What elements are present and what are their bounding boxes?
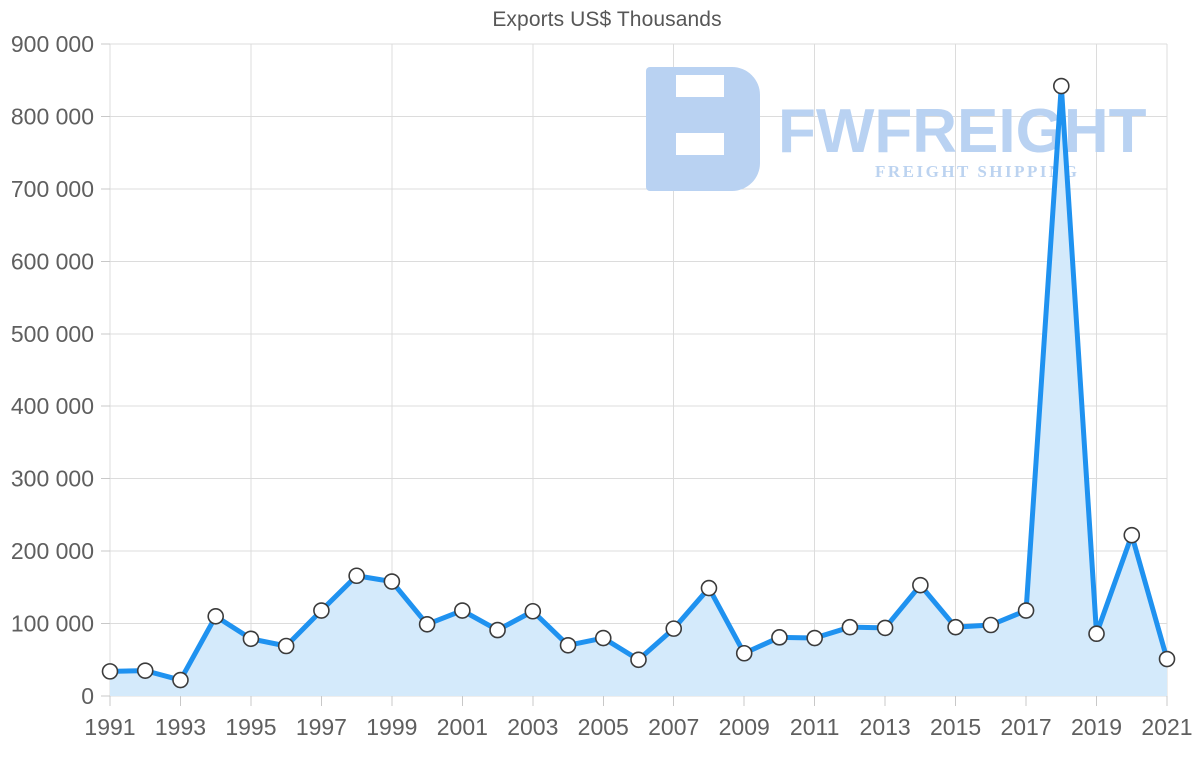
y-axis-tickmarks (101, 43, 110, 697)
data-point-2000[interactable] (418, 615, 436, 633)
x-axis-label: 2021 (1141, 714, 1192, 740)
y-axis-label: 900 000 (11, 31, 94, 57)
y-axis-label: 400 000 (11, 393, 94, 419)
data-point-2004[interactable] (559, 636, 577, 654)
watermark-tagline: FREIGHT SHIPPING (875, 162, 1080, 181)
x-axis-label: 1991 (84, 714, 135, 740)
data-point-1995[interactable] (242, 630, 260, 648)
y-axis-label: 200 000 (11, 538, 94, 564)
data-point-2007[interactable] (665, 620, 683, 637)
data-point-1994[interactable] (207, 608, 224, 625)
x-axis-label: 2019 (1071, 714, 1122, 740)
fwfreight-watermark: FWFREIGHT FREIGHT SHIPPING (646, 67, 1147, 191)
x-axis-label: 2005 (578, 714, 629, 740)
data-point-2010[interactable] (771, 629, 788, 646)
x-axis-label: 2013 (860, 714, 911, 740)
data-point-2012[interactable] (841, 618, 859, 636)
data-point-2020[interactable] (1123, 526, 1141, 544)
x-axis-label: 2003 (507, 714, 558, 740)
data-point-2013[interactable] (876, 619, 894, 637)
y-axis-label: 600 000 (11, 248, 94, 274)
data-point-1993[interactable] (172, 671, 189, 689)
x-axis-label: 1995 (225, 714, 276, 740)
y-axis-label: 0 (81, 683, 94, 709)
data-point-1999[interactable] (383, 573, 401, 590)
data-point-2003[interactable] (524, 602, 542, 620)
y-axis-label: 500 000 (11, 321, 94, 347)
y-axis-label: 700 000 (11, 176, 94, 202)
exports-area-fill (110, 86, 1167, 696)
data-point-2021[interactable] (1158, 650, 1176, 668)
exports-data-points (101, 77, 1176, 689)
x-axis-label: 2011 (790, 714, 839, 740)
watermark-brand: FWFREIGHT (778, 97, 1147, 166)
y-axis-label: 100 000 (11, 611, 94, 637)
data-point-2009[interactable] (735, 644, 753, 662)
x-axis-label: 2017 (1000, 714, 1051, 740)
chart-title: Exports US$ Thousands (492, 8, 722, 31)
x-axis-label: 2015 (930, 714, 981, 740)
data-point-1991[interactable] (101, 663, 119, 680)
x-axis-label: 1999 (366, 714, 417, 740)
x-axis-labels: 1991 1993 1995 1997 1999 2001 2003 2005 2007 2009… (84, 714, 1192, 740)
data-point-1996[interactable] (277, 637, 295, 655)
data-point-2019[interactable] (1088, 625, 1105, 643)
x-axis-label: 1997 (296, 714, 347, 740)
x-axis-label: 2009 (719, 714, 770, 740)
data-point-1997[interactable] (313, 602, 330, 619)
data-point-2018[interactable] (1053, 77, 1070, 95)
data-point-2001[interactable] (454, 602, 471, 619)
data-point-2015[interactable] (947, 618, 964, 636)
y-axis-labels: 0 100 000 200 000 300 000 400 000 500 000 600 … (11, 31, 94, 709)
data-point-2014[interactable] (912, 576, 929, 594)
fwfreight-logo-icon (646, 67, 760, 191)
x-axis-label: 2007 (648, 714, 699, 740)
data-point-2002[interactable] (489, 621, 506, 639)
data-point-2008[interactable] (700, 579, 718, 597)
x-axis-label: 1993 (155, 714, 206, 740)
data-point-1992[interactable] (136, 662, 154, 679)
data-point-2017[interactable] (1017, 602, 1035, 619)
y-axis-label: 800 000 (11, 103, 94, 129)
data-point-1998[interactable] (348, 567, 365, 585)
y-axis-label: 300 000 (11, 466, 94, 492)
x-axis-label: 2001 (437, 714, 488, 740)
x-axis-tickmarks (109, 696, 1168, 706)
data-point-2011[interactable] (806, 629, 823, 647)
data-point-2005[interactable] (594, 629, 612, 647)
data-point-2016[interactable] (982, 616, 1000, 634)
data-point-2006[interactable] (630, 651, 647, 669)
vertical-gridlines (109, 44, 1168, 696)
